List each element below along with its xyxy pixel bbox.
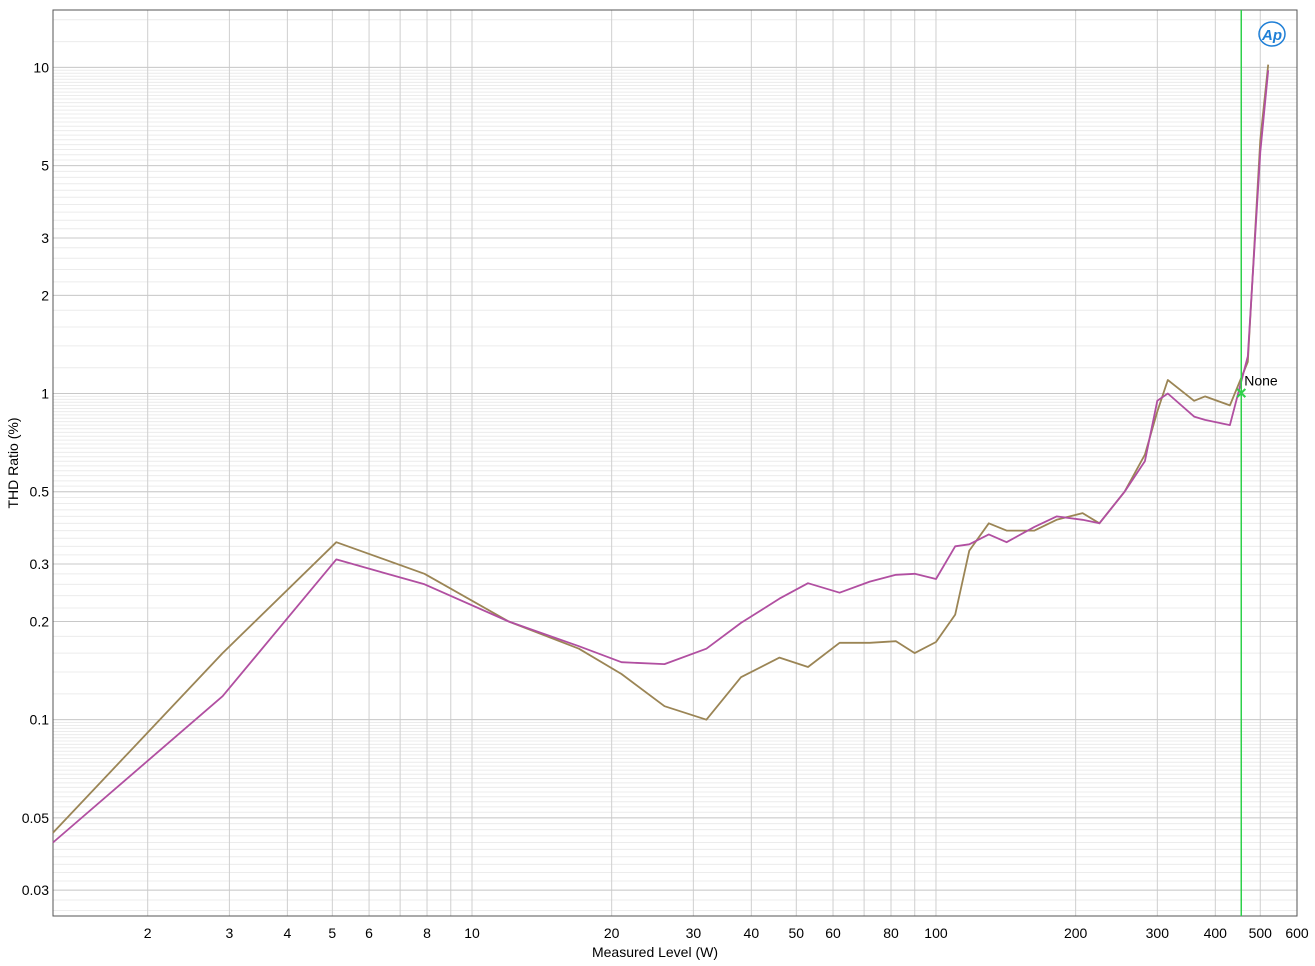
x-tick-label: 300: [1146, 925, 1170, 941]
x-tick-label: 80: [883, 925, 899, 941]
x-axis-label: Measured Level (W): [592, 944, 718, 960]
minor-gridlines: [53, 19, 1297, 911]
y-tick-label: 2: [41, 287, 49, 303]
x-tick-label: 200: [1064, 925, 1088, 941]
x-tick-label: 5: [328, 925, 336, 941]
x-tick-label: 60: [825, 925, 841, 941]
y-tick-label: 0.1: [30, 712, 50, 728]
x-tick-label: 6: [365, 925, 373, 941]
x-tick-label: 400: [1204, 925, 1228, 941]
x-tick-label: 500: [1249, 925, 1273, 941]
x-tick-labels: 2 3 4 5 6 8 10 20 30 40 50 60 80 100 200 300 400 500 600: [144, 925, 1309, 941]
x-tick-label: 30: [686, 925, 702, 941]
y-tick-label: 0.5: [30, 484, 50, 500]
ap-logo-icon: Ap: [1258, 21, 1286, 47]
plot-frame: [52, 9, 1298, 917]
x-tick-label: 3: [226, 925, 234, 941]
x-tick-label: 8: [423, 925, 431, 941]
y-tick-label: 1: [41, 386, 49, 402]
series-layer: [52, 64, 1270, 844]
series-line-2: [52, 70, 1270, 844]
svg-text:Ap: Ap: [1261, 27, 1282, 44]
x-tick-label: 4: [283, 925, 291, 941]
y-tick-label: 0.2: [30, 613, 50, 629]
cursor-marker-icon: ✕: [1235, 386, 1248, 403]
x-tick-label: 2: [144, 925, 152, 941]
series-line-1: [52, 64, 1270, 834]
cursor-label: None: [1244, 373, 1278, 389]
y-tick-label: 5: [41, 158, 49, 174]
y-tick-label: 3: [41, 230, 49, 246]
x-tick-label: 40: [744, 925, 760, 941]
y-axis-label: THD Ratio (%): [5, 417, 21, 508]
major-gridlines: [53, 10, 1297, 916]
x-tick-label: 10: [464, 925, 480, 941]
y-tick-label: 0.05: [22, 810, 49, 826]
cursor-layer[interactable]: ✕None: [1235, 10, 1278, 916]
x-tick-label: 20: [604, 925, 620, 941]
y-tick-label: 0.03: [22, 882, 49, 898]
x-tick-label: 600: [1285, 925, 1309, 941]
y-tick-labels: 10 5 3 2 1 0.5 0.3 0.2 0.1 0.05 0.03: [22, 59, 49, 898]
x-tick-label: 100: [924, 925, 948, 941]
y-tick-label: 0.3: [30, 556, 50, 572]
x-tick-label: 50: [789, 925, 805, 941]
y-tick-label: 10: [33, 59, 49, 75]
